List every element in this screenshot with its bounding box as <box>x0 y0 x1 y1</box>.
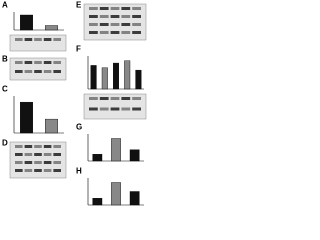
blot-band <box>89 7 98 10</box>
blot-band <box>89 31 98 34</box>
blot-band <box>89 23 98 26</box>
blot-band <box>121 7 131 10</box>
blot-band <box>15 153 23 156</box>
blot-band <box>53 61 61 64</box>
blot-band <box>132 107 141 111</box>
blot-band <box>43 153 52 156</box>
blot-band <box>34 145 42 148</box>
figure: A B C D E F G H <box>2 1 147 206</box>
bar <box>45 25 58 31</box>
blot-band <box>24 161 33 164</box>
blot-band <box>15 61 23 64</box>
blot-band <box>24 153 33 156</box>
bar <box>101 67 108 90</box>
blot-band <box>110 7 120 10</box>
blot-frame <box>9 57 67 81</box>
blot-band <box>99 15 109 18</box>
blot-band <box>53 38 61 41</box>
blot-band <box>34 169 42 172</box>
panel-label: H <box>76 167 82 176</box>
blot-band <box>43 70 52 73</box>
blot-band <box>99 97 109 100</box>
blot-band <box>24 61 33 64</box>
blot-band <box>34 70 42 73</box>
blot-band <box>24 70 33 73</box>
blot-band <box>110 23 120 26</box>
bar <box>92 154 103 162</box>
panel-label: F <box>76 45 81 54</box>
blot-band <box>15 38 23 41</box>
blot-band <box>99 107 109 111</box>
bar <box>112 62 119 90</box>
blot-band <box>43 161 52 164</box>
blot-band <box>53 70 61 73</box>
blot-band <box>121 107 131 111</box>
blot-frame <box>9 34 67 52</box>
blot-band <box>110 31 120 34</box>
bar <box>129 191 140 206</box>
blot-band <box>15 70 23 73</box>
blot-band <box>132 7 141 10</box>
blot-band <box>121 97 131 100</box>
blot-band <box>15 169 23 172</box>
blot-band <box>110 97 120 100</box>
blot-band <box>53 169 61 172</box>
blot-band <box>99 23 109 26</box>
page: {"figure": {"panels": [ {"label": "A", "… <box>0 0 150 209</box>
blot-band <box>89 107 98 111</box>
bar <box>92 198 103 206</box>
blot-band <box>34 161 42 164</box>
bar <box>135 69 142 90</box>
bar <box>111 182 121 206</box>
panel-label: B <box>2 55 8 64</box>
blot-band <box>89 15 98 18</box>
blot-band <box>53 161 61 164</box>
blot-band <box>132 97 141 100</box>
blot-band <box>110 107 120 111</box>
blot-band <box>53 145 61 148</box>
bar <box>129 149 140 162</box>
bar <box>111 138 121 162</box>
panel-label: A <box>2 1 8 10</box>
panel-label: G <box>76 123 82 132</box>
bar <box>124 60 131 90</box>
bar <box>45 118 58 134</box>
bar <box>90 65 97 90</box>
blot-band <box>24 38 33 41</box>
blot-band <box>15 161 23 164</box>
blot-band <box>99 7 109 10</box>
panel-label: E <box>76 1 82 10</box>
blot-band <box>34 153 42 156</box>
blot-band <box>132 31 141 34</box>
blot-band <box>132 23 141 26</box>
blot-band <box>121 23 131 26</box>
blot-band <box>110 15 120 18</box>
blot-band <box>99 31 109 34</box>
blot-band <box>89 97 98 100</box>
bar <box>20 101 33 134</box>
blot-band <box>34 61 42 64</box>
blot-band <box>24 169 33 172</box>
blot-band <box>43 169 52 172</box>
blot-band <box>43 38 52 41</box>
panel-label: D <box>2 139 8 148</box>
panel-label: C <box>2 85 8 94</box>
blot-band <box>43 61 52 64</box>
bar <box>20 14 33 31</box>
blot-band <box>15 145 23 148</box>
blot-band <box>24 145 33 148</box>
blot-band <box>121 15 131 18</box>
blot-band <box>43 145 52 148</box>
blot-band <box>121 31 131 34</box>
blot-band <box>53 153 61 156</box>
blot-band <box>34 38 42 41</box>
blot-band <box>132 15 141 18</box>
